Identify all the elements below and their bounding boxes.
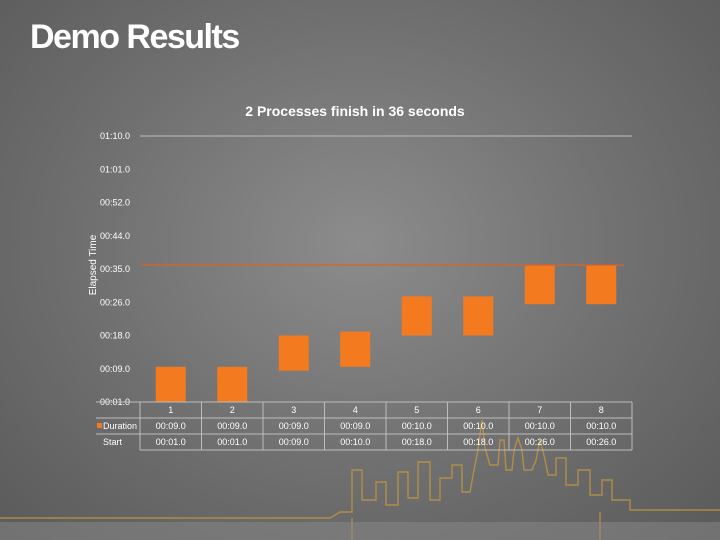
y-tick-label: 00:52.0 bbox=[100, 198, 130, 208]
y-tick-label: 01:01.0 bbox=[100, 164, 130, 174]
category-label: 6 bbox=[476, 405, 481, 415]
category-label: 2 bbox=[230, 405, 235, 415]
y-tick-label: 00:26.0 bbox=[100, 297, 130, 307]
duration-bar bbox=[401, 296, 432, 336]
y-tick-label: 01:10.0 bbox=[100, 131, 130, 141]
duration-bars bbox=[155, 265, 617, 402]
start-value: 00:18.0 bbox=[402, 437, 432, 447]
category-label: 7 bbox=[537, 405, 542, 415]
duration-value: 00:09.0 bbox=[217, 421, 247, 431]
category-label: 3 bbox=[291, 405, 296, 415]
slide-title: Demo Results bbox=[30, 18, 240, 56]
duration-bar bbox=[463, 296, 494, 336]
start-value: 00:01.0 bbox=[217, 437, 247, 447]
category-label: 1 bbox=[168, 405, 173, 415]
start-value: 00:01.0 bbox=[156, 437, 186, 447]
start-value: 00:18.0 bbox=[463, 437, 493, 447]
start-value: 00:09.0 bbox=[279, 437, 309, 447]
category-label: 8 bbox=[599, 405, 604, 415]
y-tick-label: 00:18.0 bbox=[100, 331, 130, 341]
duration-bar bbox=[586, 265, 617, 305]
duration-value: 00:09.0 bbox=[340, 421, 370, 431]
duration-value: 00:09.0 bbox=[156, 421, 186, 431]
legend-swatch-duration bbox=[97, 423, 102, 428]
y-tick-label: 00:09.0 bbox=[100, 364, 130, 374]
start-value: 00:26.0 bbox=[586, 437, 616, 447]
duration-value: 00:10.0 bbox=[402, 421, 432, 431]
category-label: 4 bbox=[353, 405, 358, 415]
duration-bar bbox=[155, 366, 186, 402]
duration-bar bbox=[278, 335, 309, 371]
duration-value: 00:09.0 bbox=[279, 421, 309, 431]
category-label: 5 bbox=[414, 405, 419, 415]
duration-value: 00:10.0 bbox=[586, 421, 616, 431]
y-tick-label: 00:44.0 bbox=[100, 231, 130, 241]
duration-value: 00:10.0 bbox=[525, 421, 555, 431]
start-value: 00:10.0 bbox=[340, 437, 370, 447]
chart-title: 2 Processes finish in 36 seconds bbox=[245, 103, 465, 119]
duration-bar bbox=[340, 331, 371, 367]
legend-duration: Duration bbox=[103, 421, 137, 431]
legend-start: Start bbox=[103, 437, 123, 447]
duration-bar bbox=[217, 366, 248, 402]
y-axis-label: Elapsed Time bbox=[88, 234, 99, 295]
start-value: 00:26.0 bbox=[525, 437, 555, 447]
duration-value: 00:10.0 bbox=[463, 421, 493, 431]
y-tick-label: 00:35.0 bbox=[100, 264, 130, 274]
data-table: Duration Start 1 00:09.0 00:01.0 2 00:09.0 00:0… bbox=[96, 401, 633, 451]
duration-bar bbox=[524, 265, 555, 305]
